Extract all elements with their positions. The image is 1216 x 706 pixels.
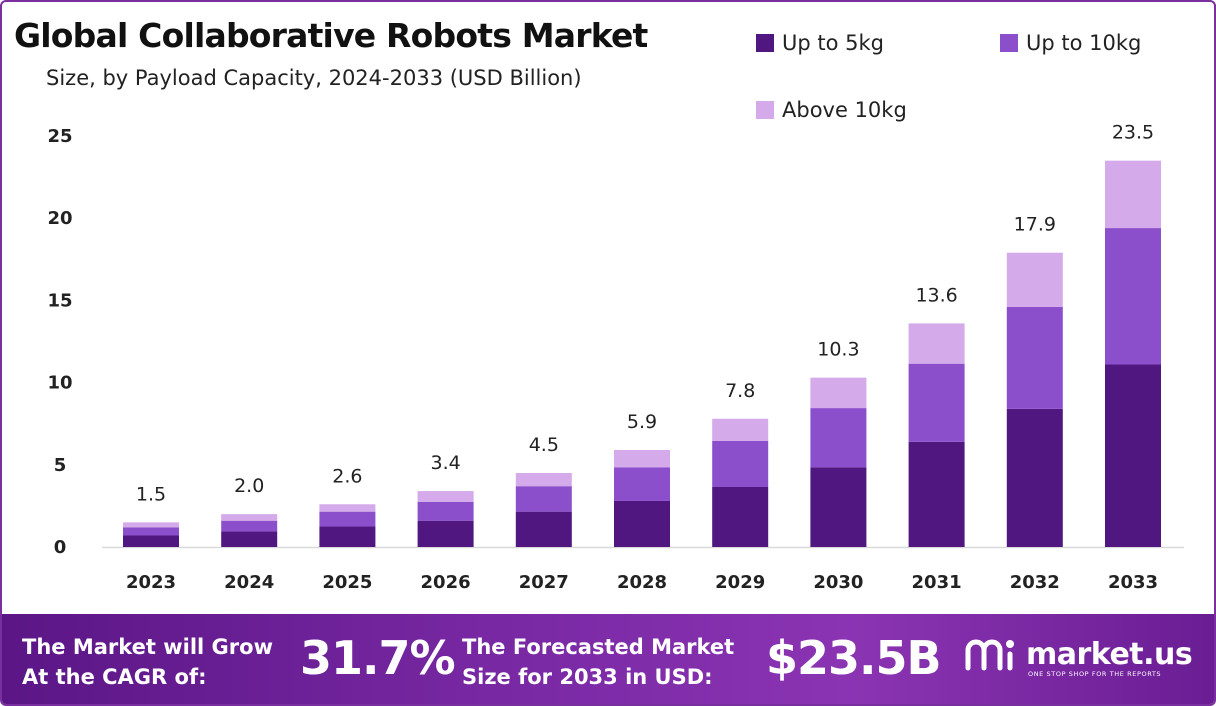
cagr-caption: The Market will Grow At the CAGR of: bbox=[22, 632, 273, 692]
bar-segment bbox=[417, 501, 474, 521]
x-tick-label: 2032 bbox=[1010, 572, 1060, 593]
data-label: 10.3 bbox=[817, 339, 859, 361]
bar-segment bbox=[515, 511, 572, 547]
bar-segment bbox=[908, 363, 965, 442]
y-tick-label: 5 bbox=[54, 455, 67, 476]
y-tick-label: 25 bbox=[47, 126, 72, 147]
bar-segment bbox=[712, 418, 769, 441]
x-tick-label: 2027 bbox=[519, 572, 569, 593]
data-label: 5.9 bbox=[627, 411, 657, 433]
forecast-value: $23.5B bbox=[766, 631, 942, 685]
bar-segment bbox=[221, 514, 278, 521]
x-tick-label: 2029 bbox=[715, 572, 765, 593]
bar-segment bbox=[1105, 364, 1161, 547]
data-label: 13.6 bbox=[915, 284, 957, 306]
data-label: 4.5 bbox=[529, 434, 559, 456]
bar-segment bbox=[712, 486, 769, 547]
bar-segment bbox=[417, 520, 474, 547]
legend-item-above-10kg: Above 10kg bbox=[756, 98, 907, 122]
cagr-value: 31.7% bbox=[300, 631, 456, 685]
data-label: 17.9 bbox=[1014, 214, 1056, 236]
x-tick-label: 2033 bbox=[1108, 572, 1158, 593]
bar-segment bbox=[1006, 252, 1063, 307]
bar-segment bbox=[319, 511, 376, 527]
brand: market.us bbox=[964, 634, 1193, 674]
bar-segment bbox=[810, 408, 867, 468]
bar-segment bbox=[1105, 228, 1161, 365]
bar-segment bbox=[810, 377, 867, 409]
bar-segment bbox=[515, 473, 572, 487]
forecast-caption-line-1: The Forecasted Market bbox=[462, 635, 735, 659]
bar-segment bbox=[908, 323, 965, 364]
bar-segment bbox=[515, 486, 572, 512]
bar-segment bbox=[221, 520, 278, 532]
chart-subtitle: Size, by Payload Capacity, 2024-2033 (US… bbox=[46, 66, 582, 90]
bar-segment bbox=[908, 441, 965, 547]
bar-segment bbox=[1105, 160, 1161, 229]
brand-name: market.us bbox=[1026, 636, 1193, 672]
market-us-logo-icon bbox=[965, 639, 1014, 671]
legend-swatch-up-to-5kg bbox=[756, 34, 774, 52]
y-tick-label: 0 bbox=[54, 537, 67, 558]
brand-tagline: ONE STOP SHOP FOR THE REPORTS bbox=[1028, 670, 1162, 678]
x-tick-label: 2026 bbox=[421, 572, 471, 593]
y-tick-label: 15 bbox=[47, 290, 72, 311]
x-tick-label: 2028 bbox=[617, 572, 667, 593]
bar-segment bbox=[319, 504, 376, 512]
legend-swatch-up-to-10kg bbox=[1000, 34, 1018, 52]
x-tick-label: 2025 bbox=[322, 572, 372, 593]
data-label: 7.8 bbox=[725, 380, 755, 402]
bar-segment bbox=[221, 531, 278, 547]
bar-segment bbox=[614, 500, 670, 547]
bar-segment bbox=[614, 467, 670, 501]
bar-segment bbox=[1006, 306, 1063, 409]
legend-label: Up to 5kg bbox=[782, 31, 884, 55]
stacked-bar-chart: 05101520251.520232.020242.620253.420264.… bbox=[47, 122, 1184, 593]
bar-segment bbox=[712, 440, 769, 487]
bar-segment bbox=[810, 467, 867, 547]
legend-label: Up to 10kg bbox=[1026, 31, 1142, 55]
cagr-caption-line-1: The Market will Grow bbox=[22, 635, 273, 659]
cagr-caption-line-2: At the CAGR of: bbox=[22, 665, 207, 689]
bar-segment bbox=[614, 450, 670, 468]
bar-segment bbox=[123, 527, 179, 536]
data-label: 2.6 bbox=[332, 465, 362, 487]
x-tick-label: 2023 bbox=[126, 572, 176, 593]
y-tick-label: 20 bbox=[47, 208, 72, 229]
summary-banner: The Market will Grow At the CAGR of: 31.… bbox=[2, 614, 1214, 704]
bar-segment bbox=[123, 522, 179, 528]
data-label: 23.5 bbox=[1112, 122, 1154, 144]
legend-label: Above 10kg bbox=[782, 98, 907, 122]
forecast-caption-line-2: Size for 2033 in USD: bbox=[462, 665, 713, 689]
bar-segment bbox=[123, 535, 179, 547]
bar-segment bbox=[1006, 408, 1063, 547]
data-label: 1.5 bbox=[136, 483, 166, 505]
x-tick-label: 2031 bbox=[912, 572, 962, 593]
legend-swatch-above-10kg bbox=[756, 101, 774, 119]
forecast-caption: The Forecasted Market Size for 2033 in U… bbox=[462, 632, 734, 692]
legend-item-up-to-10kg: Up to 10kg bbox=[1000, 31, 1141, 55]
bar-segment bbox=[319, 526, 376, 547]
y-tick-label: 10 bbox=[47, 373, 72, 394]
data-label: 3.4 bbox=[430, 452, 460, 474]
x-tick-label: 2030 bbox=[813, 572, 863, 593]
data-label: 2.0 bbox=[234, 475, 264, 497]
chart-title: Global Collaborative Robots Market bbox=[14, 16, 648, 55]
legend-item-up-to-5kg: Up to 5kg bbox=[756, 31, 884, 55]
bar-segment bbox=[417, 491, 474, 502]
x-tick-label: 2024 bbox=[224, 572, 274, 593]
